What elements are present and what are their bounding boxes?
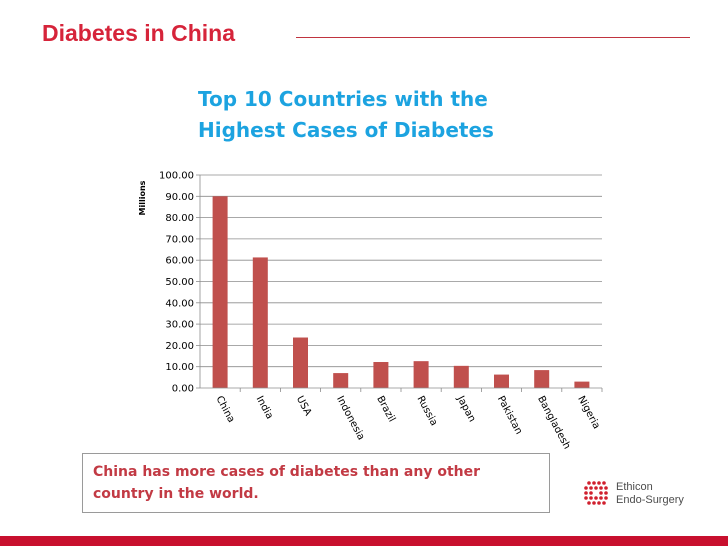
bar-russia: [413, 361, 429, 388]
y-tick-label: 10.00: [165, 362, 194, 373]
footer-bar: [0, 536, 728, 546]
y-tick-label: 100.00: [159, 171, 194, 182]
y-tick-label: 90.00: [165, 192, 194, 203]
bar-usa: [293, 337, 308, 388]
y-tick-label: 80.00: [165, 213, 194, 224]
y-tick-label: 60.00: [165, 256, 194, 267]
callout-text: China has more cases of diabetes than an…: [93, 464, 481, 502]
y-tick-labels: 0.00 10.00 20.00 30.00 40.00 50.00 60.00 70.00 8…: [159, 171, 194, 395]
y-axis-label: Millions: [138, 180, 147, 215]
x-tick-label-indonesia: Indonesia: [334, 394, 366, 442]
x-tick-label-bangladesh: Bangladesh: [535, 394, 572, 451]
x-tick-label-pakistan: Pakistan: [495, 394, 524, 436]
axes: [196, 174, 603, 392]
x-tick-labels: China India USA Indonesia Brazil Russia Japan P…: [213, 393, 601, 451]
y-tick-label: 40.00: [165, 298, 194, 309]
x-tick-label-china: China: [213, 394, 236, 424]
x-tick-label-usa: USA: [294, 394, 314, 418]
ethicon-logo-mark-icon: [584, 481, 608, 505]
logo-line-1: Ethicon: [616, 481, 653, 493]
x-tick-label-brazil: Brazil: [374, 394, 397, 424]
bar-indonesia: [333, 373, 349, 388]
y-tick-label: 50.00: [165, 277, 194, 288]
bar-china: [212, 196, 228, 388]
bar-india: [252, 257, 268, 388]
y-tick-label: 20.00: [165, 341, 194, 352]
chart-title-line-1: Top 10 Countries with the: [198, 87, 488, 111]
chart-title: Top 10 Countries with the Highest Cases …: [198, 84, 528, 146]
bar-nigeria: [574, 381, 590, 388]
x-tick-label-india: India: [254, 394, 275, 421]
bar-pakistan: [494, 374, 509, 388]
bars: [212, 196, 590, 388]
x-tick-label-russia: Russia: [414, 394, 439, 428]
x-tick-label-japan: Japan: [454, 393, 477, 424]
y-tick-label: 30.00: [165, 320, 194, 331]
title-rule: [296, 37, 690, 38]
logo-text: Ethicon Endo-Surgery: [616, 481, 684, 507]
bar-bangladesh: [534, 370, 550, 388]
x-tick-label-nigeria: Nigeria: [575, 394, 602, 431]
bar-brazil: [373, 362, 389, 388]
callout-box: China has more cases of diabetes than an…: [82, 453, 550, 513]
y-tick-label: 70.00: [165, 234, 194, 245]
chart-title-line-2: Highest Cases of Diabetes: [198, 118, 494, 142]
ethicon-logo: Ethicon Endo-Surgery: [582, 476, 712, 512]
logo-line-2: Endo-Surgery: [616, 494, 684, 506]
bar-japan: [453, 365, 469, 388]
slide-title: Diabetes in China: [42, 20, 235, 46]
y-tick-label: 0.00: [172, 384, 194, 395]
